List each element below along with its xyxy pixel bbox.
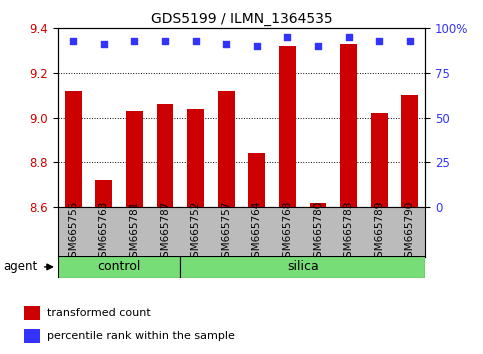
Bar [156, 104, 173, 207]
Point [222, 41, 230, 47]
Bar [401, 95, 418, 207]
Point [100, 41, 108, 47]
Point [253, 44, 261, 49]
Bar [279, 46, 296, 207]
Point [345, 34, 353, 40]
Bar [180, 256, 425, 278]
Point [161, 38, 169, 44]
Bar [187, 109, 204, 207]
Point [314, 44, 322, 49]
Point [284, 34, 291, 40]
Bar [126, 111, 143, 207]
Text: transformed count: transformed count [47, 308, 151, 318]
Bar [340, 44, 357, 207]
Bar [248, 153, 265, 207]
Bar [58, 256, 180, 278]
Bar [371, 113, 387, 207]
Point [130, 38, 138, 44]
Text: control: control [98, 261, 141, 273]
Bar [310, 202, 327, 207]
Title: GDS5199 / ILMN_1364535: GDS5199 / ILMN_1364535 [151, 12, 332, 26]
Bar [24, 329, 40, 343]
Text: agent: agent [3, 261, 37, 273]
Bar [65, 91, 82, 207]
Point [70, 38, 77, 44]
Point [375, 38, 383, 44]
Text: silica: silica [287, 261, 319, 273]
Point [406, 38, 413, 44]
Bar [96, 180, 112, 207]
Point [192, 38, 199, 44]
Bar [24, 306, 40, 320]
Bar [218, 91, 235, 207]
Text: percentile rank within the sample: percentile rank within the sample [47, 331, 235, 341]
